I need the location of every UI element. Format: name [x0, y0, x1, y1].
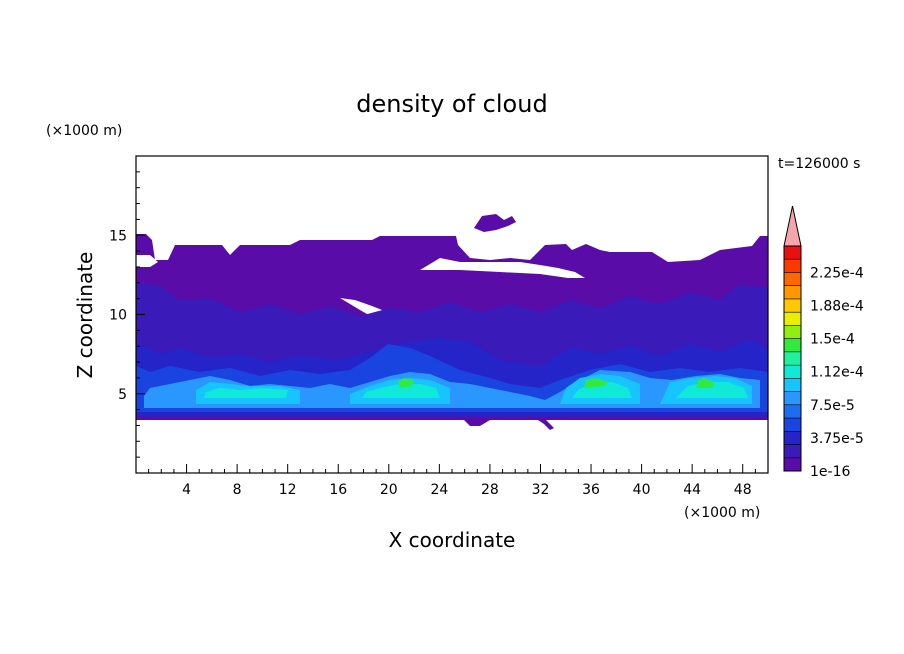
colorbar-extend-arrow — [783, 205, 802, 247]
x-tick-label: 24 — [430, 482, 448, 498]
colorbar-label: 1e-16 — [810, 464, 850, 480]
chart-title: density of cloud — [356, 90, 547, 118]
x-tick-label: 12 — [279, 482, 297, 498]
colorbar-swatch — [784, 272, 801, 287]
colorbar-swatch — [784, 378, 801, 392]
x-tick-label: 16 — [329, 482, 347, 498]
colorbar: 1e-16 3.75e-5 7.5e-5 1.12e-4 1.5e-4 1.88e-4 2.… — [783, 205, 864, 480]
y-tick-label: 10 — [109, 308, 127, 324]
contour-gap-mid — [420, 258, 585, 278]
colorbar-swatch — [784, 351, 801, 366]
x-tick-label: 48 — [734, 482, 752, 498]
y-tick-label: 5 — [118, 387, 127, 403]
colorbar-swatch — [784, 338, 801, 353]
colorbar-label: 3.75e-5 — [810, 431, 864, 447]
contour-dip-left — [464, 420, 490, 426]
colorbar-label: 7.5e-5 — [810, 398, 855, 414]
x-tick-label: 36 — [582, 482, 600, 498]
x-tick-label: 8 — [233, 482, 242, 498]
contour-fill — [136, 214, 768, 430]
y-unit-label: (×1000 m) — [46, 123, 122, 139]
colorbar-frame — [783, 245, 802, 472]
colorbar-swatch — [784, 325, 801, 339]
colorbar-swatch — [784, 391, 801, 406]
colorbar-swatch — [784, 285, 801, 300]
colorbar-swatch — [784, 259, 801, 273]
x-tick-label: 40 — [633, 482, 651, 498]
contour-gap-left — [136, 255, 158, 267]
time-label: t=126000 s — [778, 156, 860, 172]
colorbar-label: 1.5e-4 — [810, 332, 855, 348]
colorbar-label: 1.12e-4 — [810, 365, 864, 381]
x-tick-label: 44 — [683, 482, 701, 498]
x-unit-label: (×1000 m) — [684, 505, 760, 521]
colorbar-swatch — [784, 365, 801, 379]
contour-dip — [538, 420, 554, 430]
colorbar-swatch — [784, 457, 801, 472]
y-axis-label: Z coordinate — [73, 252, 97, 379]
x-axis-label: X coordinate — [389, 528, 516, 552]
x-tick-label: 32 — [532, 482, 550, 498]
colorbar-label: 2.25e-4 — [810, 265, 864, 281]
x-tick-label: 28 — [481, 482, 499, 498]
colorbar-label: 1.88e-4 — [810, 299, 864, 315]
contour-blob-top — [474, 214, 516, 232]
colorbar-swatch — [784, 312, 801, 326]
x-tick-label: 4 — [182, 482, 191, 498]
colorbar-swatch — [784, 246, 801, 260]
y-axis-ticks: 5 10 15 — [109, 171, 145, 458]
colorbar-swatch — [784, 404, 801, 419]
x-tick-label: 20 — [380, 482, 398, 498]
y-tick-label: 15 — [109, 228, 127, 244]
colorbar-swatch — [784, 431, 801, 445]
colorbar-swatch — [784, 444, 801, 459]
colorbar-swatch — [784, 418, 801, 432]
colorbar-swatch — [784, 298, 801, 313]
contour-level-7 — [204, 382, 748, 398]
x-axis-ticks: 4 8 12 16 20 24 28 32 36 40 44 48 — [148, 464, 756, 498]
